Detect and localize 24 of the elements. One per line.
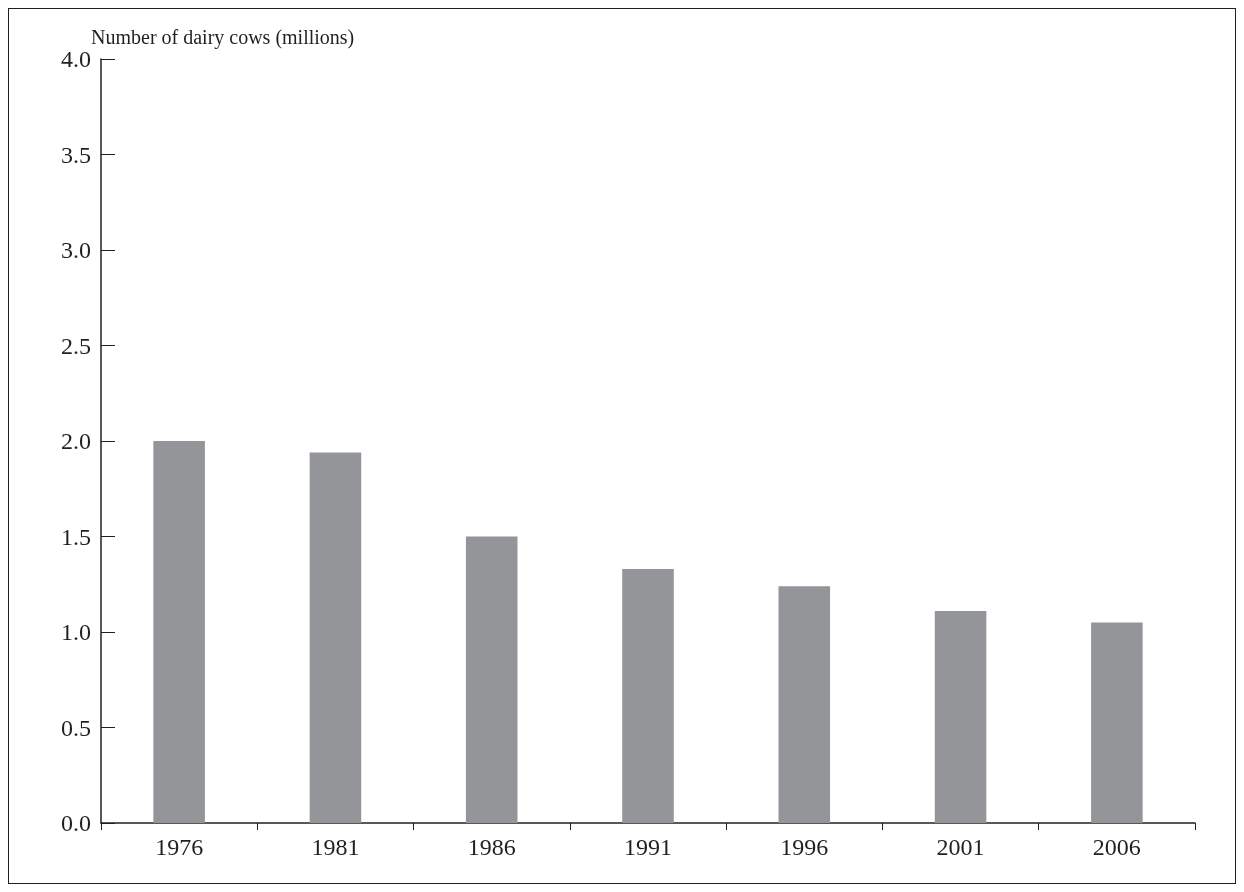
- x-tick-label: 2001: [936, 834, 985, 860]
- x-tick-label: 1991: [624, 834, 672, 860]
- y-axis-title: Number of dairy cows (millions): [91, 26, 355, 49]
- y-tick-label: 0.0: [61, 810, 91, 836]
- bar: [778, 586, 831, 823]
- bar: [309, 452, 362, 823]
- x-tick-label: 1986: [467, 834, 516, 860]
- bar: [1091, 622, 1143, 823]
- y-tick-label: 1.0: [61, 619, 91, 645]
- x-tick-label: 1996: [780, 834, 829, 860]
- bar: [622, 568, 674, 823]
- x-tick-label: 1976: [155, 834, 204, 860]
- bar: [465, 536, 518, 823]
- y-tick-label: 4.0: [61, 46, 91, 72]
- y-tick-label: 2.0: [61, 428, 91, 454]
- x-tick-label: 1981: [311, 834, 360, 860]
- y-tick-label: 3.0: [61, 237, 91, 263]
- y-tick-label: 0.5: [61, 714, 91, 741]
- y-tick-label: 2.5: [61, 332, 91, 359]
- y-tick-label: 3.5: [61, 141, 91, 168]
- x-tick-label: 2006: [1092, 834, 1141, 860]
- y-tick-label: 1.5: [61, 523, 91, 550]
- bar: [153, 441, 205, 823]
- bar: [934, 610, 987, 823]
